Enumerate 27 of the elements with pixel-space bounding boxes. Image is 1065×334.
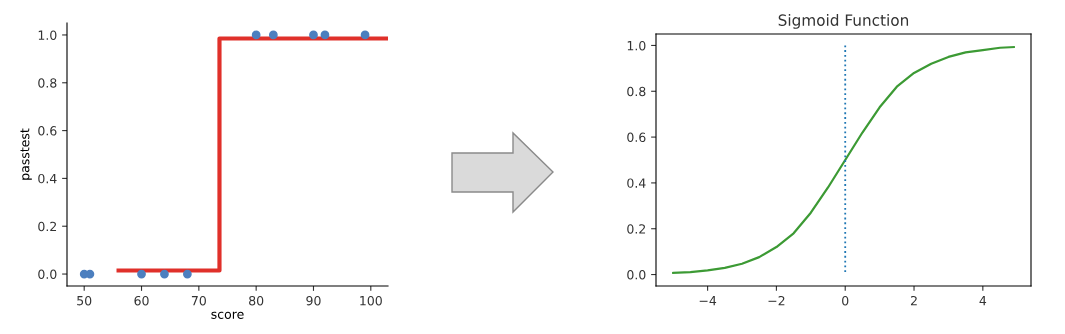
y-tick-label: 0.6	[627, 132, 646, 143]
y-axis-title: passtest	[20, 128, 32, 180]
y-tick-label: 0.2	[627, 224, 646, 234]
x-tick-label: 100	[360, 295, 382, 306]
y-tick-label: 0.4	[38, 173, 57, 184]
y-tick-label: 0.8	[627, 86, 646, 97]
x-tick-label: 0	[842, 295, 849, 306]
x-tick-label: 90	[306, 295, 321, 306]
x-tick-label: 50	[77, 295, 92, 306]
y-tick-label: 0.4	[627, 178, 646, 188]
y-tick-label: 0.8	[38, 78, 57, 88]
x-tick-label: −2	[768, 295, 785, 306]
x-tick-label: 70	[191, 295, 206, 306]
x-tick-label: −4	[699, 296, 717, 306]
y-tick-label: 1.0	[627, 40, 646, 51]
line-series	[672, 45, 1015, 275]
x-tick-label: 2	[910, 295, 917, 306]
chart-title: Sigmoid Function	[778, 14, 909, 29]
x-tick-label: 80	[249, 295, 264, 306]
y-tick-label: 0.0	[38, 269, 57, 279]
x-tick-label: 60	[134, 295, 149, 306]
y-tick-label: 0.0	[627, 270, 646, 280]
y-tick-label: 0.2	[38, 221, 57, 232]
y-tick-label: 1.0	[38, 30, 57, 40]
x-tick-label: 4	[979, 296, 987, 306]
x-axis-title: score	[211, 311, 244, 319]
y-tick-label: 0.6	[38, 126, 57, 136]
